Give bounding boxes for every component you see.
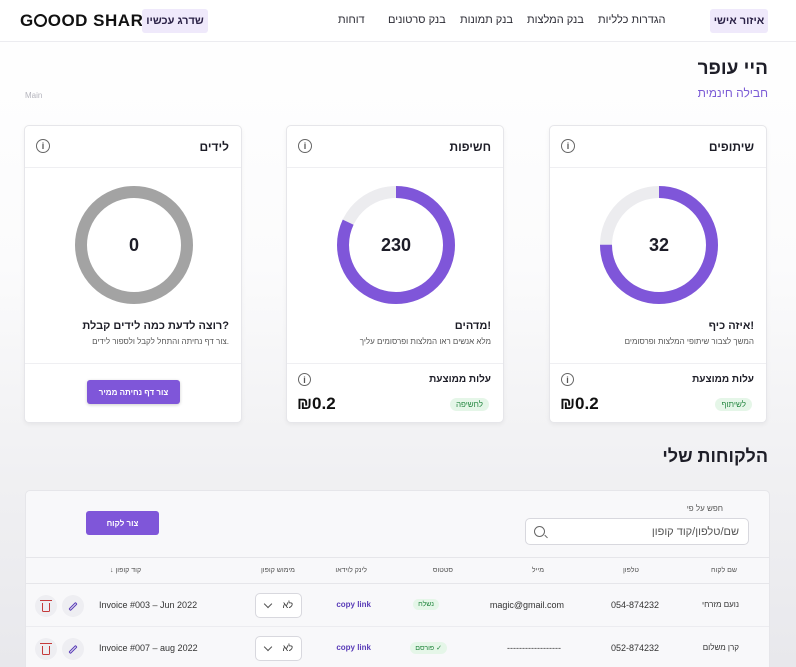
avg-cost-label: עלות ממוצעת bbox=[692, 374, 754, 385]
shares-progress-ring bbox=[600, 186, 718, 304]
client-name: נועם מזרחי bbox=[702, 600, 739, 609]
search-placeholder: שם/טלפון/קוד קופון bbox=[651, 526, 739, 538]
client-email: ------------------ bbox=[507, 643, 561, 653]
info-icon[interactable]: i bbox=[561, 373, 574, 386]
nav-link-settings[interactable]: הגדרות כלליות bbox=[598, 14, 666, 26]
info-icon[interactable]: i bbox=[36, 139, 50, 153]
client-phone: 052-874232 bbox=[610, 643, 659, 653]
info-icon[interactable]: i bbox=[561, 139, 575, 153]
table-row: נועם מזרחי 054-874232 magic@gmail.com נש… bbox=[26, 584, 769, 627]
card-footer: עלות ממוצעת i ₪0.2 לשיתוף bbox=[550, 363, 766, 422]
copy-video-link[interactable]: copy link bbox=[336, 643, 371, 652]
coupon-use-value: לא bbox=[282, 600, 293, 610]
card-message-subtitle: צור דף נחיתה והתחל לקבל ולספור לידים. bbox=[92, 337, 229, 346]
card-message-title: רוצה לדעת כמה לידים קבלת? bbox=[82, 320, 229, 332]
plan-name[interactable]: חבילה חינמית bbox=[697, 86, 768, 100]
card-footer: עלות ממוצעת i ₪0.2 לחשיפה bbox=[287, 363, 503, 422]
column-header-coupon-code[interactable]: ↓ קוד קופון bbox=[110, 567, 142, 574]
card-header: שיתופים i bbox=[550, 126, 766, 168]
ring-progress bbox=[337, 186, 455, 304]
leads-count: 0 bbox=[128, 234, 139, 255]
coupon-use-value: לא bbox=[282, 643, 293, 653]
card-footer: צור דף נחיתה ממיר bbox=[25, 363, 241, 422]
coupon-code-label: קוד קופון bbox=[115, 567, 142, 574]
delete-button[interactable] bbox=[35, 595, 57, 617]
pencil-icon bbox=[68, 644, 78, 654]
upgrade-now-button[interactable]: שדרג עכשיו bbox=[142, 9, 208, 33]
stat-card-leads: לידים i 0 רוצה לדעת כמה לידים קבלת? צור … bbox=[24, 125, 242, 423]
page-title: היי עופר bbox=[697, 58, 768, 79]
card-header: חשיפות i bbox=[287, 126, 503, 168]
status-badge: נשלח bbox=[413, 599, 439, 610]
logo-ring-icon bbox=[33, 14, 47, 27]
logo-text: OOD SHARE bbox=[47, 11, 156, 30]
card-title: שיתופים bbox=[708, 140, 754, 154]
edit-button[interactable] bbox=[62, 638, 84, 660]
create-client-button[interactable]: צור לקוח bbox=[86, 511, 159, 535]
column-header-video-link[interactable]: לינק לוידאו bbox=[335, 567, 367, 574]
ring-track bbox=[75, 186, 193, 304]
search-input[interactable]: שם/טלפון/קוד קופון bbox=[525, 518, 749, 545]
card-header: לידים i bbox=[25, 126, 241, 168]
avg-cost-value: ₪0.2 bbox=[297, 394, 336, 413]
column-header-email[interactable]: מייל bbox=[531, 567, 544, 574]
chevron-down-icon bbox=[263, 599, 273, 609]
column-header-phone[interactable]: טלפון bbox=[622, 567, 639, 574]
table-header: שם לקוח טלפון מייל סטטוס לינק לוידאו מימ… bbox=[26, 557, 769, 584]
card-message-title: איזה כיף! bbox=[708, 320, 754, 332]
shares-count: 32 bbox=[648, 234, 670, 255]
clients-section-title: הלקוחות שלי bbox=[662, 446, 768, 466]
pencil-icon bbox=[68, 601, 78, 611]
info-icon[interactable]: i bbox=[298, 139, 312, 153]
clients-panel: חפש על פי שם/טלפון/קוד קופון צור לקוח שם… bbox=[25, 490, 770, 667]
card-title: חשיפות bbox=[449, 140, 491, 154]
chevron-down-icon bbox=[263, 642, 273, 652]
personal-area-button[interactable]: איזור אישי bbox=[710, 9, 768, 33]
coupon-use-select[interactable]: לא bbox=[255, 636, 302, 661]
client-name: קרן משלום bbox=[702, 643, 739, 652]
top-navbar: G OOD SHARE שדרג עכשיו דוחות בנק סרטונים … bbox=[0, 0, 796, 42]
per-unit-badge: לחשיפה bbox=[449, 398, 489, 411]
status-badge: פורסם ✓ bbox=[410, 642, 447, 654]
card-message-subtitle: מלא אנשים ראו המלצות ופרסומים עליך bbox=[359, 337, 491, 346]
nav-link-recommendations[interactable]: בנק המלצות bbox=[527, 14, 584, 26]
coupon-code: Invoice #003 – Jun 2022 bbox=[99, 600, 198, 610]
exposures-progress-ring bbox=[337, 186, 455, 304]
edit-button[interactable] bbox=[62, 595, 84, 617]
card-message-subtitle: המשך לצבור שיתופי המלצות ופרסומים bbox=[624, 337, 754, 346]
nav-link-reports[interactable]: דוחות bbox=[338, 14, 365, 26]
logo[interactable]: G OOD SHARE bbox=[20, 11, 156, 30]
card-title: לידים bbox=[199, 140, 230, 154]
coupon-code: Invoice #007 – aug 2022 bbox=[99, 643, 198, 653]
create-landing-page-button[interactable]: צור דף נחיתה ממיר bbox=[87, 380, 180, 404]
coupon-use-select[interactable]: לא bbox=[255, 593, 302, 618]
column-header-name[interactable]: שם לקוח bbox=[711, 567, 737, 574]
breadcrumb: Main bbox=[25, 91, 43, 100]
avg-cost-label: עלות ממוצעת bbox=[429, 374, 491, 385]
info-icon[interactable]: i bbox=[298, 373, 311, 386]
search-icon bbox=[534, 526, 545, 537]
copy-video-link[interactable]: copy link bbox=[336, 600, 371, 609]
delete-button[interactable] bbox=[35, 638, 57, 660]
nav-link-images[interactable]: בנק תמונות bbox=[460, 14, 513, 26]
ring-progress bbox=[600, 186, 718, 304]
leads-progress-ring bbox=[75, 186, 193, 304]
table-row: קרן משלום 052-874232 ------------------ … bbox=[26, 627, 769, 667]
trash-icon bbox=[40, 599, 52, 612]
search-label: חפש על פי bbox=[686, 504, 723, 513]
column-header-coupon-use[interactable]: מימוש קופון bbox=[260, 567, 295, 574]
trash-icon bbox=[40, 642, 52, 655]
nav-link-videos[interactable]: בנק סרטונים bbox=[388, 14, 446, 26]
client-phone: 054-874232 bbox=[610, 600, 659, 610]
column-header-status[interactable]: סטטוס bbox=[432, 567, 453, 574]
stat-card-shares: שיתופים i 32 איזה כיף! המשך לצבור שיתופי… bbox=[549, 125, 767, 423]
card-message-title: מדהים! bbox=[454, 320, 491, 332]
per-unit-badge: לשיתוף bbox=[715, 398, 752, 411]
exposures-count: 230 bbox=[380, 234, 412, 255]
avg-cost-value: ₪0.2 bbox=[560, 394, 599, 413]
client-email: magic@gmail.com bbox=[489, 600, 564, 610]
stat-card-exposures: חשיפות i 230 מדהים! מלא אנשים ראו המלצות… bbox=[286, 125, 504, 423]
